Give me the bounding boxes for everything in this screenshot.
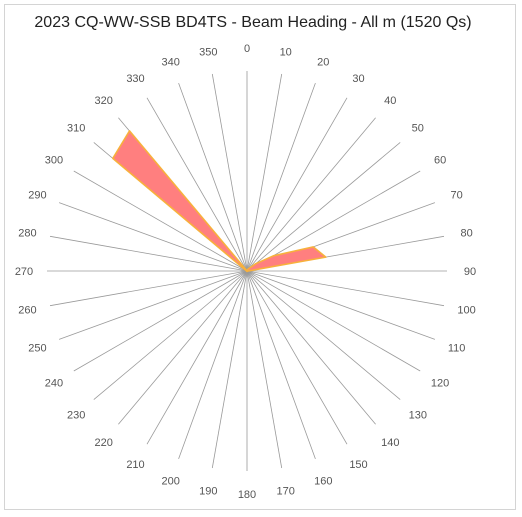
spoke-150 (246, 270, 348, 445)
tick-label-220: 220 (95, 437, 113, 449)
spoke-350 (211, 73, 248, 272)
series-polygon-0 (112, 130, 327, 273)
tick-label-240: 240 (45, 378, 63, 390)
tick-label-50: 50 (412, 123, 424, 135)
tick-label-210: 210 (126, 459, 144, 471)
tick-label-320: 320 (95, 95, 113, 107)
series-area (112, 130, 327, 273)
spoke-290 (58, 202, 248, 272)
spoke-40 (246, 117, 376, 272)
spoke-220 (118, 270, 248, 425)
tick-label-10: 10 (280, 46, 292, 58)
chart-frame: 2023 CQ-WW-SSB BD4TS - Beam Heading - Al… (4, 4, 516, 510)
spoke-60 (246, 170, 421, 272)
tick-label-160: 160 (314, 476, 332, 488)
tick-label-310: 310 (67, 123, 85, 135)
spoke-170 (246, 270, 283, 469)
tick-label-20: 20 (317, 56, 329, 68)
tick-label-170: 170 (277, 486, 295, 498)
spoke-120 (246, 270, 421, 372)
tick-label-30: 30 (352, 73, 364, 85)
spoke-20 (246, 82, 316, 272)
tick-label-350: 350 (199, 46, 217, 58)
tick-label-230: 230 (67, 409, 85, 421)
spoke-190 (211, 270, 248, 469)
spoke-260 (49, 270, 248, 307)
spoke-130 (246, 270, 401, 400)
spoke-210 (146, 270, 248, 445)
tick-label-150: 150 (349, 459, 367, 471)
spoke-10 (246, 73, 283, 272)
tick-labels: 0 10 20 30 40 50 60 70 80 90 100 110 120 130 140 150 160… (15, 43, 476, 501)
tick-label-300: 300 (45, 155, 63, 167)
spoke-50 (246, 142, 401, 272)
spoke-250 (58, 270, 248, 340)
tick-label-120: 120 (431, 378, 449, 390)
spoke-30 (246, 97, 348, 272)
tick-label-280: 280 (18, 227, 36, 239)
tick-label-130: 130 (409, 409, 427, 421)
radar-chart: 0 10 20 30 40 50 60 70 80 90 100 110 120 130 140 150 160… (15, 43, 476, 501)
tick-label-40: 40 (384, 95, 396, 107)
tick-label-190: 190 (199, 486, 217, 498)
tick-label-330: 330 (126, 73, 144, 85)
tick-label-270: 270 (15, 266, 33, 278)
tick-label-70: 70 (450, 190, 462, 202)
spoke-340 (178, 82, 248, 272)
tick-label-140: 140 (381, 437, 399, 449)
tick-label-340: 340 (162, 56, 180, 68)
tick-label-80: 80 (460, 227, 472, 239)
spoke-230 (93, 270, 248, 400)
chart-title: 2023 CQ-WW-SSB BD4TS - Beam Heading - Al… (34, 14, 472, 31)
radial-grid (47, 71, 447, 471)
spoke-160 (246, 270, 316, 460)
tick-label-100: 100 (457, 305, 475, 317)
spoke-330 (146, 97, 248, 272)
tick-label-60: 60 (434, 155, 446, 167)
tick-label-290: 290 (28, 190, 46, 202)
spoke-300 (73, 170, 248, 272)
tick-label-90: 90 (464, 266, 476, 278)
tick-label-260: 260 (18, 305, 36, 317)
tick-label-110: 110 (448, 342, 466, 354)
spoke-280 (49, 235, 248, 272)
spoke-110 (246, 270, 436, 340)
spoke-100 (246, 270, 445, 307)
spoke-200 (178, 270, 248, 460)
tick-label-180: 180 (238, 489, 256, 501)
tick-label-200: 200 (162, 476, 180, 488)
spoke-140 (246, 270, 376, 425)
spoke-240 (73, 270, 248, 372)
tick-label-250: 250 (28, 342, 46, 354)
tick-label-0: 0 (244, 43, 250, 55)
